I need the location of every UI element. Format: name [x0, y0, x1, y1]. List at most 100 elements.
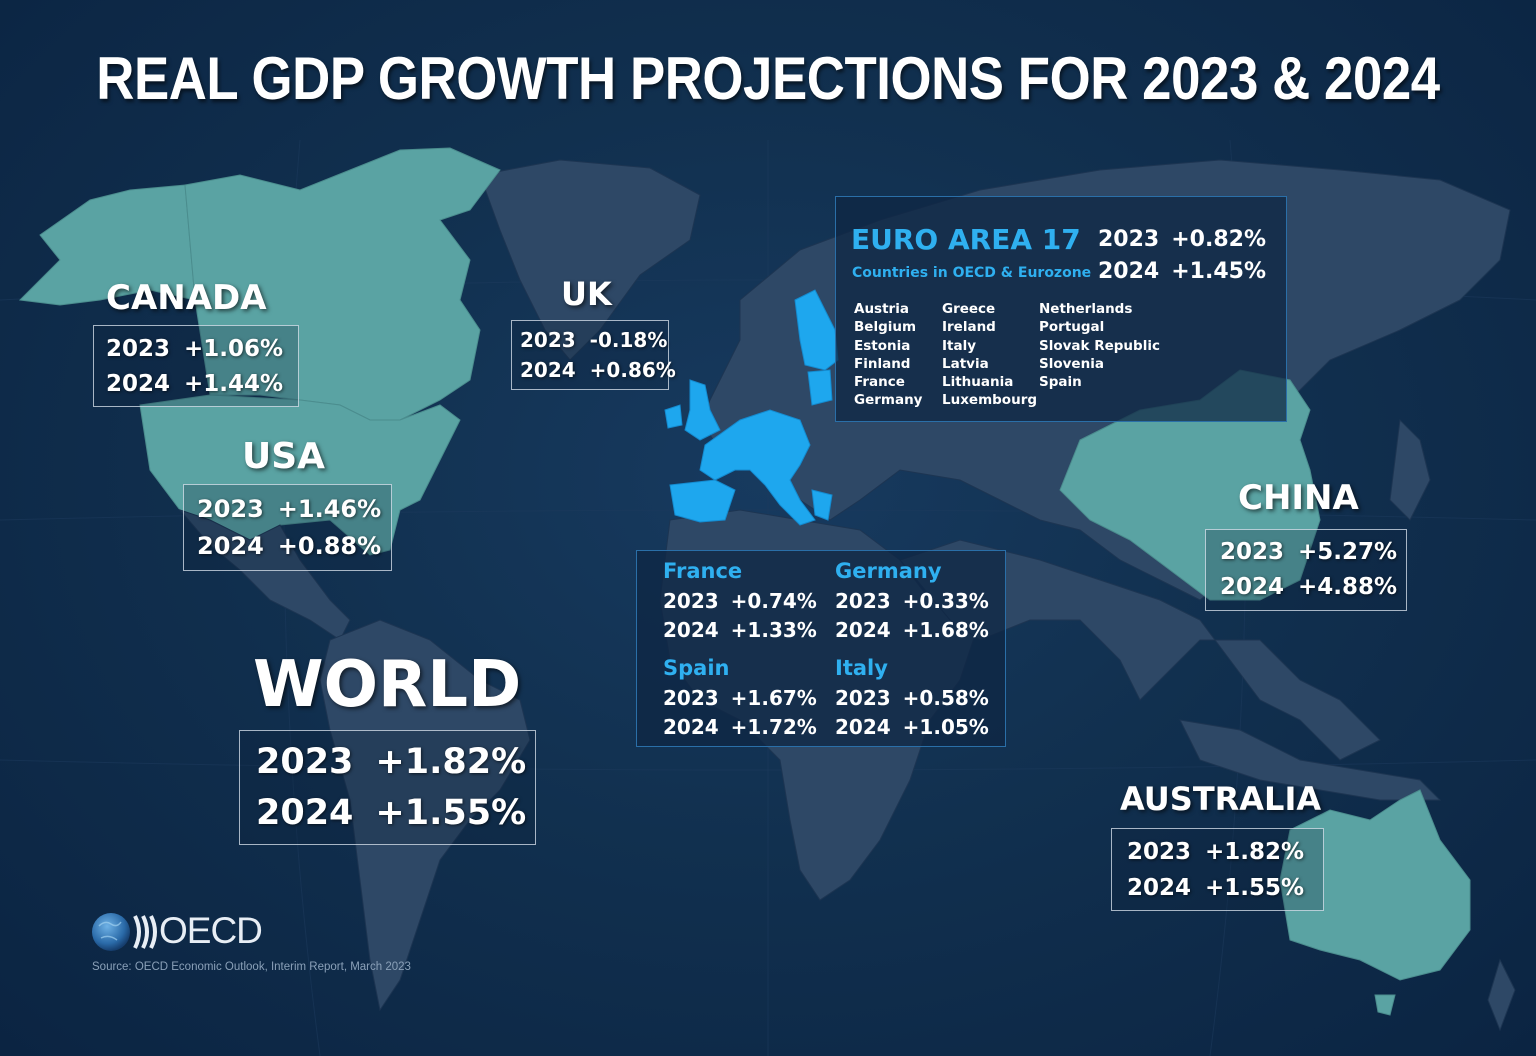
canada-2024-year: 2024	[106, 371, 171, 397]
canada-2023-year: 2023	[106, 336, 171, 362]
australia-2024-value: +1.55%	[1205, 875, 1305, 901]
western-europe-shape	[699, 409, 816, 526]
country-item: Spain	[1039, 374, 1082, 391]
euro-area-subtitle: Countries in OECD & Eurozone	[852, 265, 1092, 281]
country-item: Latvia	[942, 355, 989, 372]
usa-label: USA	[242, 436, 326, 477]
china-values-box: 2023 +5.27% 2024 +4.88%	[1205, 529, 1407, 611]
germany-2024-value: +1.68%	[902, 618, 989, 642]
uk-2023-year: 2023	[520, 328, 576, 352]
china-2024-value: +4.88%	[1298, 574, 1398, 600]
euro-area-row-2024: 2024 +1.45%	[1098, 259, 1266, 284]
canada-shape	[184, 147, 501, 421]
euro-area-panel: EURO AREA 17 Countries in OECD & Eurozon…	[835, 196, 1287, 422]
baltics-shape	[807, 369, 833, 406]
italy-2024-year: 2024	[835, 715, 891, 739]
china-row-2024: 2024 +4.88%	[1220, 570, 1397, 605]
country-item: Luxembourg	[942, 392, 1038, 409]
italy-2024-value: +1.05%	[902, 715, 989, 739]
france-2023-value: +0.74%	[730, 589, 817, 613]
italy-row-2023: 2023 +0.58%	[835, 686, 989, 710]
world-2023-year: 2023	[256, 742, 354, 782]
uk-shape	[684, 379, 721, 441]
canada-2024-value: +1.44%	[184, 371, 284, 397]
country-item: Ireland	[942, 319, 996, 336]
usa-2023-value: +1.46%	[277, 495, 382, 523]
usa-2023-year: 2023	[197, 495, 264, 523]
country-item: Lithuania	[942, 374, 1014, 391]
canada-values-box: 2023 +1.06% 2024 +1.44%	[93, 325, 299, 407]
country-item: Greece	[942, 301, 996, 317]
spain-row-2024: 2024 +1.72%	[663, 715, 817, 739]
country-item: Estonia	[854, 337, 911, 354]
germany-name: Germany	[835, 559, 942, 583]
arc-mark-icon	[133, 915, 141, 949]
france-2024-value: +1.33%	[730, 618, 817, 642]
world-values-box: 2023 +1.82% 2024 +1.55%	[239, 730, 536, 845]
globe-icon	[92, 913, 130, 951]
world-2024-year: 2024	[256, 793, 354, 833]
eurozone-detail-panel: France 2023 +0.74% 2024 +1.33% Germany 202…	[636, 550, 1006, 747]
euro-countries-column-3: Netherlands Portugal Slovak Republic Slo…	[1039, 300, 1160, 391]
germany-2023-year: 2023	[835, 589, 891, 613]
ireland-shape	[664, 404, 683, 429]
euro-countries-column-2: Greece Ireland Italy Latvia Lithuania Lu…	[942, 300, 1037, 410]
world-label: WORLD	[253, 648, 522, 722]
euro-area-2023-value: +0.82%	[1171, 227, 1266, 252]
germany-row-2023: 2023 +0.33%	[835, 589, 989, 613]
spain-2024-value: +1.72%	[730, 715, 817, 739]
country-item: Slovenia	[1039, 355, 1104, 372]
new-zealand-shape	[1487, 958, 1516, 1032]
iberia-shape	[669, 479, 736, 523]
page-title: REAL GDP GROWTH PROJECTIONS FOR 2023 & 2…	[96, 45, 1440, 112]
australia-values-box: 2023 +1.82% 2024 +1.55%	[1111, 828, 1324, 911]
country-item: Belgium	[854, 319, 917, 336]
spain-name: Spain	[663, 656, 730, 680]
oecd-logo	[92, 913, 157, 951]
greenland-shape	[479, 159, 701, 361]
italy-name: Italy	[835, 656, 888, 680]
country-item: Italy	[942, 337, 977, 354]
usa-2024-year: 2024	[197, 532, 264, 560]
spain-row-2023: 2023 +1.67%	[663, 686, 817, 710]
uk-row-2024: 2024 +0.86%	[520, 355, 676, 385]
uk-row-2023: 2023 -0.18%	[520, 325, 667, 355]
australia-2023-year: 2023	[1127, 839, 1192, 865]
france-row-2024: 2024 +1.33%	[663, 618, 817, 642]
usa-2024-value: +0.88%	[277, 532, 382, 560]
australia-2023-value: +1.82%	[1205, 839, 1305, 865]
france-name: France	[663, 559, 743, 583]
source-note: Source: OECD Economic Outlook, Interim R…	[92, 961, 411, 973]
usa-values-box: 2023 +1.46% 2024 +0.88%	[183, 484, 392, 571]
oecd-wordmark: OECD	[159, 910, 263, 951]
indonesia-shape	[1179, 719, 1442, 801]
france-2024-year: 2024	[663, 618, 719, 642]
usa-row-2023: 2023 +1.46%	[197, 491, 382, 528]
greece-shape	[811, 489, 833, 521]
country-item: Slovak Republic	[1039, 337, 1160, 354]
canada-row-2024: 2024 +1.44%	[106, 367, 286, 402]
euro-area-title: EURO AREA 17	[851, 223, 1081, 256]
australia-row-2023: 2023 +1.82%	[1127, 834, 1308, 870]
canada-row-2023: 2023 +1.06%	[106, 332, 286, 367]
euro-countries-column-1: Austria Belgium Estonia Finland France G…	[854, 300, 922, 410]
germany-row-2024: 2024 +1.68%	[835, 618, 989, 642]
japan-shape	[1389, 418, 1431, 521]
france-2023-year: 2023	[663, 589, 719, 613]
euro-area-2023-year: 2023	[1098, 227, 1160, 252]
country-item: Netherlands	[1039, 301, 1133, 317]
country-item: France	[854, 374, 905, 391]
euro-area-2024-year: 2024	[1098, 259, 1160, 284]
australia-2024-year: 2024	[1127, 875, 1192, 901]
country-item: Portugal	[1039, 319, 1105, 336]
uk-2024-value: +0.86%	[589, 358, 676, 382]
world-row-2023: 2023 +1.82%	[256, 737, 526, 788]
world-2023-value: +1.82%	[375, 742, 527, 782]
australia-row-2024: 2024 +1.55%	[1127, 870, 1308, 906]
country-item: Germany	[854, 392, 923, 409]
world-2024-value: +1.55%	[375, 793, 527, 833]
uk-2023-value: -0.18%	[589, 328, 668, 352]
germany-2024-year: 2024	[835, 618, 891, 642]
spain-2023-value: +1.67%	[730, 686, 817, 710]
south-asia-shape	[899, 539, 1381, 761]
